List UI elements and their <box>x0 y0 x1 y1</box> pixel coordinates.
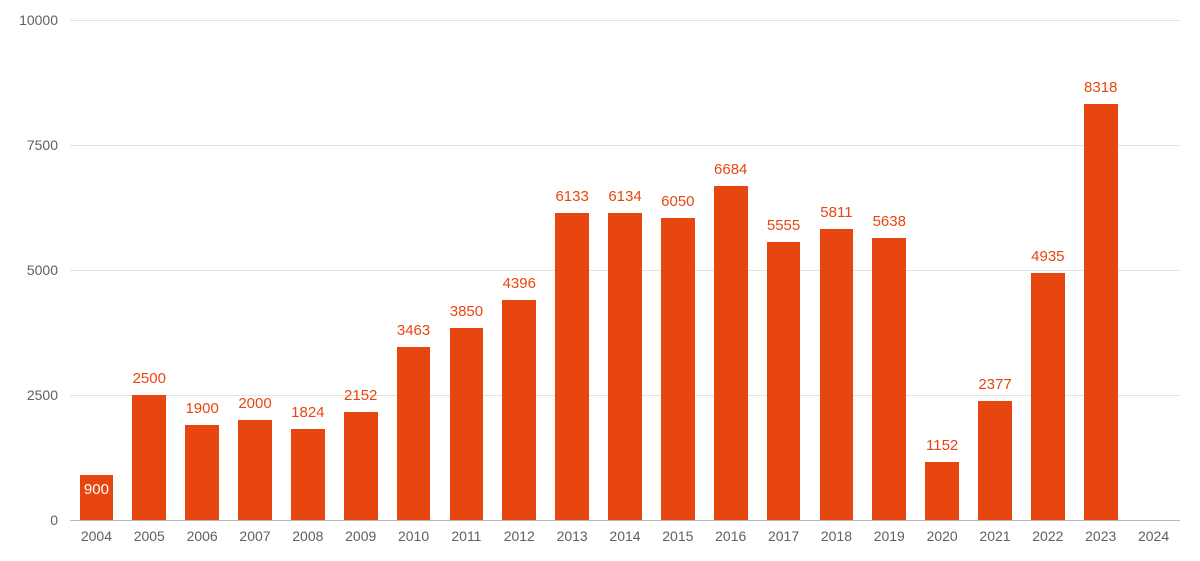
x-tick-label: 2005 <box>134 528 165 544</box>
x-tick-label: 2012 <box>504 528 535 544</box>
bar <box>714 186 748 520</box>
x-tick-label: 2009 <box>345 528 376 544</box>
x-tick-label: 2013 <box>557 528 588 544</box>
bar-value-label: 2500 <box>133 370 166 387</box>
x-tick-label: 2020 <box>927 528 958 544</box>
bar-value-label: 8318 <box>1084 79 1117 96</box>
bar <box>185 425 219 520</box>
bar-value-label: 6050 <box>661 193 694 210</box>
x-tick-label: 2014 <box>609 528 640 544</box>
bar-chart: 0 2500 5000 7500 10000 2004 900 2005 2500 2006 19… <box>0 0 1200 561</box>
bar <box>820 229 854 520</box>
x-tick-label: 2019 <box>874 528 905 544</box>
x-tick-label: 2023 <box>1085 528 1116 544</box>
y-tick-label: 2500 <box>0 387 58 403</box>
bar-value-label: 6133 <box>555 188 588 205</box>
y-tick-label: 0 <box>0 512 58 528</box>
y-tick-label: 10000 <box>0 12 58 28</box>
x-tick-label: 2024 <box>1138 528 1169 544</box>
bar-value-label: 4935 <box>1031 248 1064 265</box>
x-tick-label: 2015 <box>662 528 693 544</box>
x-tick-label: 2007 <box>239 528 270 544</box>
bar <box>661 218 695 521</box>
bar <box>555 213 589 520</box>
bar <box>925 462 959 520</box>
bar-value-label: 1900 <box>185 400 218 417</box>
bar-value-label: 5638 <box>873 213 906 230</box>
bar-value-label: 3463 <box>397 322 430 339</box>
bar-value-label: 5811 <box>820 204 852 221</box>
bar <box>978 401 1012 520</box>
bar <box>132 395 166 520</box>
baseline <box>70 520 1180 521</box>
bar-value-label: 2152 <box>344 387 377 404</box>
y-tick-label: 5000 <box>0 262 58 278</box>
bar-value-label: 900 <box>84 481 109 498</box>
x-tick-label: 2017 <box>768 528 799 544</box>
plot-area <box>70 20 1180 520</box>
gridline <box>70 20 1180 21</box>
bar-value-label: 6134 <box>608 188 641 205</box>
bar <box>1084 104 1118 520</box>
bar <box>450 328 484 521</box>
x-tick-label: 2008 <box>292 528 323 544</box>
bar <box>767 242 801 520</box>
bar <box>1031 273 1065 520</box>
bar-value-label: 1152 <box>926 437 958 454</box>
y-tick-label: 7500 <box>0 137 58 153</box>
bar-value-label: 4396 <box>503 275 536 292</box>
bar <box>608 213 642 520</box>
x-tick-label: 2004 <box>81 528 112 544</box>
bar-value-label: 2377 <box>978 376 1011 393</box>
bar-value-label: 3850 <box>450 303 483 320</box>
bar-value-label: 2000 <box>238 395 271 412</box>
bar <box>397 347 431 520</box>
bar <box>291 429 325 520</box>
x-tick-label: 2006 <box>187 528 218 544</box>
bar <box>872 238 906 520</box>
bar <box>502 300 536 520</box>
bar <box>238 420 272 520</box>
bar-value-label: 6684 <box>714 161 747 178</box>
x-tick-label: 2021 <box>979 528 1010 544</box>
x-tick-label: 2016 <box>715 528 746 544</box>
x-tick-label: 2010 <box>398 528 429 544</box>
bar-value-label: 5555 <box>767 217 800 234</box>
gridline <box>70 145 1180 146</box>
x-tick-label: 2011 <box>451 528 481 544</box>
x-tick-label: 2018 <box>821 528 852 544</box>
bar <box>344 412 378 520</box>
bar-value-label: 1824 <box>291 404 324 421</box>
x-tick-label: 2022 <box>1032 528 1063 544</box>
